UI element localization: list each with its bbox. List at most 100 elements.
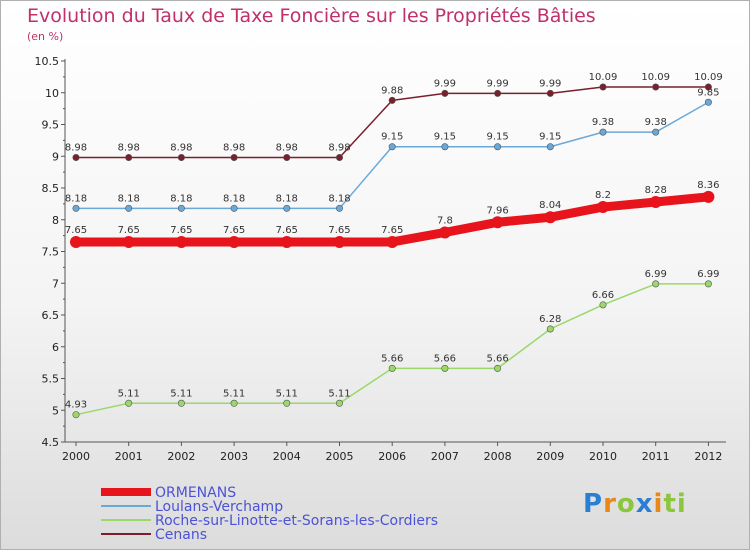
y-tick-label: 6.5	[42, 309, 60, 322]
data-label: 8.18	[170, 193, 192, 204]
data-point	[230, 399, 238, 407]
data-label: 9.15	[434, 132, 456, 143]
data-point	[441, 143, 449, 151]
x-tick-label: 2011	[642, 450, 670, 463]
data-label: 8.98	[170, 143, 192, 154]
x-tick-label: 2010	[589, 450, 617, 463]
data-point	[175, 235, 188, 248]
data-label: 5.11	[223, 388, 245, 399]
x-tick-label: 2007	[431, 450, 459, 463]
data-label: 9.88	[381, 85, 403, 96]
y-tick-label: 9.5	[42, 119, 60, 132]
data-label: 5.66	[486, 353, 508, 364]
y-tick-label: 7.5	[42, 246, 60, 259]
data-point	[283, 204, 291, 212]
data-point	[125, 204, 133, 212]
data-point	[335, 399, 343, 407]
logo-letter: i	[653, 489, 664, 519]
data-label: 9.99	[434, 78, 456, 89]
data-label: 8.98	[328, 143, 350, 154]
data-point	[388, 96, 396, 104]
y-tick-label: 9	[52, 150, 59, 163]
data-point	[230, 204, 238, 212]
data-label: 9.99	[539, 78, 561, 89]
chart-subtitle: (en %)	[27, 30, 64, 43]
data-point	[177, 399, 185, 407]
data-label: 7.65	[118, 225, 140, 236]
data-label: 5.11	[276, 388, 298, 399]
data-point	[228, 235, 241, 248]
data-point	[599, 301, 607, 309]
data-point	[597, 201, 609, 214]
logo-letter: t	[663, 489, 677, 519]
data-point	[546, 89, 554, 97]
x-tick-label: 2004	[273, 450, 301, 463]
data-label: 4.93	[65, 400, 87, 411]
data-label: 8.28	[645, 185, 667, 196]
data-label: 9.99	[486, 78, 508, 89]
data-label: 8.18	[328, 193, 350, 204]
data-point	[72, 204, 80, 212]
data-point	[704, 83, 712, 91]
data-point	[652, 280, 660, 288]
data-point	[438, 226, 451, 239]
data-label: 7.65	[276, 225, 298, 236]
data-point	[125, 399, 133, 407]
data-label: 7.65	[328, 225, 350, 236]
data-label: 9.38	[645, 117, 667, 128]
data-label: 8.18	[276, 193, 298, 204]
data-label: 5.66	[434, 353, 456, 364]
data-point	[649, 195, 662, 208]
data-label: 8.18	[118, 193, 140, 204]
data-label: 6.66	[592, 290, 614, 301]
y-tick-label: 5	[52, 404, 59, 417]
data-point	[72, 411, 80, 419]
data-label: 8.98	[118, 143, 140, 154]
y-tick-label: 8	[52, 214, 59, 227]
x-tick-label: 2008	[484, 450, 512, 463]
data-label: 5.66	[381, 353, 403, 364]
x-tick-label: 2012	[694, 450, 722, 463]
data-label: 7.96	[486, 205, 508, 216]
data-point	[652, 128, 660, 136]
data-point	[230, 154, 238, 162]
y-tick-label: 7	[52, 277, 59, 290]
x-tick-label: 2005	[326, 450, 354, 463]
data-point	[494, 364, 502, 372]
data-label: 6.28	[539, 314, 561, 325]
data-point	[599, 83, 607, 91]
data-point	[388, 143, 396, 151]
data-point	[125, 154, 133, 162]
data-point	[122, 235, 135, 248]
data-label: 5.11	[328, 388, 350, 399]
data-point	[177, 154, 185, 162]
data-label: 8.18	[65, 193, 87, 204]
data-point	[70, 235, 82, 248]
logo-letter: o	[616, 489, 636, 519]
logo-letter: P	[583, 489, 604, 519]
data-label: 9.15	[486, 132, 508, 143]
data-point	[283, 154, 291, 162]
data-label: 8.2	[595, 190, 611, 201]
data-label: 7.65	[65, 225, 87, 236]
data-label: 7.65	[170, 225, 192, 236]
data-label: 7.65	[223, 225, 245, 236]
data-label: 6.99	[697, 269, 719, 280]
data-point	[494, 89, 502, 97]
data-label: 8.36	[697, 180, 719, 191]
data-point	[441, 364, 449, 372]
data-point	[704, 280, 712, 288]
data-point	[546, 325, 554, 333]
legend-label: Roche-sur-Linotte-et-Sorans-les-Cordiers	[155, 513, 438, 529]
chart-title: Evolution du Taux de Taxe Foncière sur l…	[27, 5, 596, 27]
logo-letter: x	[635, 489, 654, 519]
x-tick-label: 2001	[115, 450, 143, 463]
x-tick-label: 2000	[62, 450, 90, 463]
data-point	[544, 211, 557, 224]
data-point	[494, 143, 502, 151]
data-label: 10.09	[589, 72, 618, 83]
data-point	[177, 204, 185, 212]
y-tick-label: 6	[52, 341, 59, 354]
